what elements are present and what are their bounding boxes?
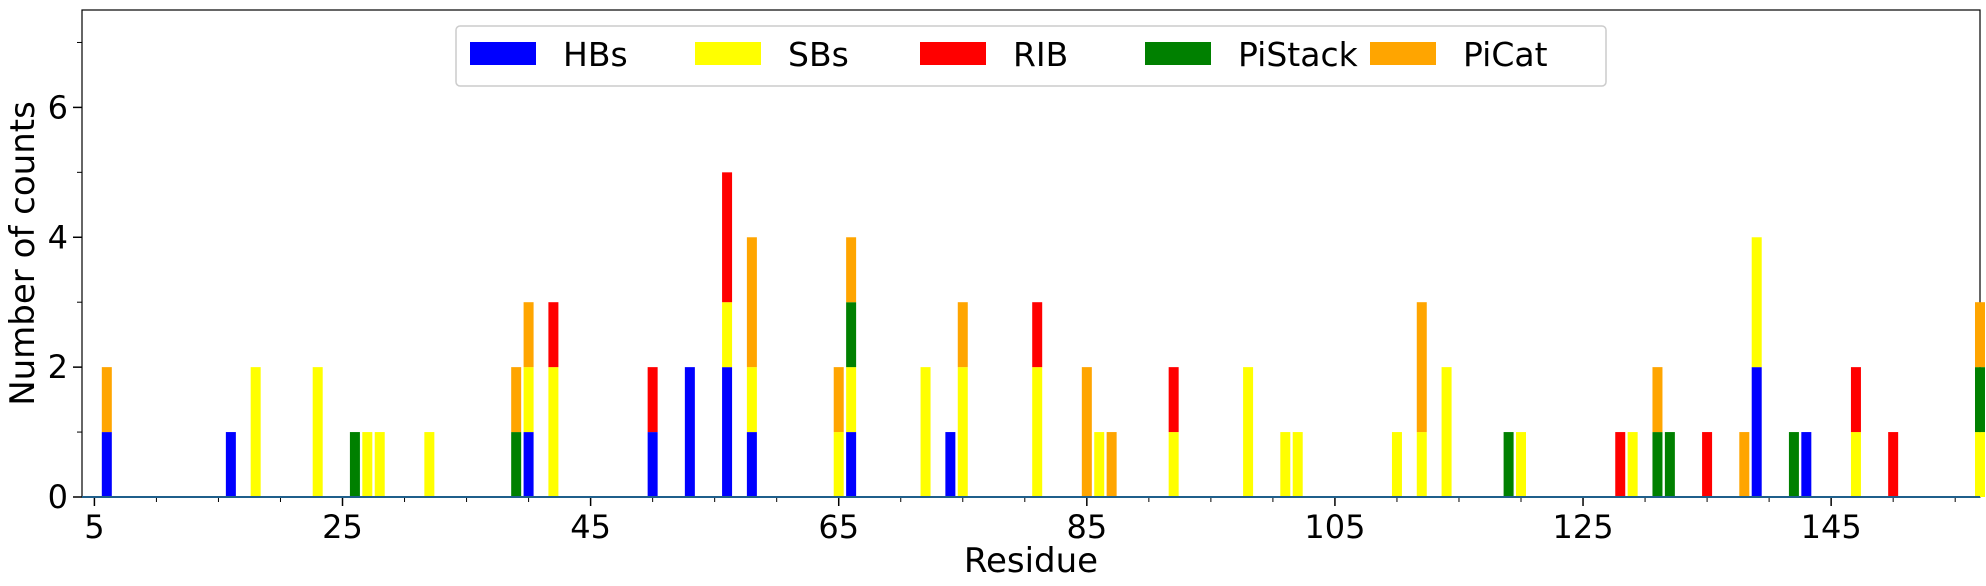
bar-sbs-residue-42	[548, 367, 559, 497]
bar-picat-residue-66	[846, 237, 857, 303]
bar-picat-residue-112	[1416, 302, 1427, 433]
legend-swatch-rib	[920, 42, 986, 65]
x-tick-label-85: 85	[1066, 508, 1107, 546]
legend-box	[455, 25, 1607, 87]
bar-hbs-residue-143	[1801, 432, 1812, 497]
bar-hbs-residue-50	[647, 432, 658, 497]
bar-rib-residue-81	[1032, 302, 1043, 368]
bar-picat-residue-65	[833, 367, 844, 433]
bar-picat-residue-58	[746, 237, 757, 368]
bar-pistack-residue-131	[1652, 432, 1663, 497]
legend-swatch-pistack	[1145, 42, 1211, 65]
bar-pistack-residue-132	[1664, 432, 1675, 497]
y-tick-label-6: 6	[48, 88, 68, 126]
bar-hbs-residue-58	[746, 432, 757, 497]
bar-rib-residue-92	[1168, 367, 1179, 433]
bar-sbs-residue-157	[1975, 432, 1985, 497]
bar-rib-residue-42	[548, 302, 559, 368]
legend-label-pistack: PiStack	[1238, 35, 1359, 74]
bar-sbs-residue-102	[1292, 432, 1303, 497]
bar-sbs-residue-32	[424, 432, 435, 497]
bar-sbs-residue-81	[1032, 367, 1043, 497]
x-tick-label-145: 145	[1801, 508, 1862, 546]
legend-swatch-hbs	[470, 42, 536, 65]
x-axis: 5 25 45 65 85 105 125 145	[84, 497, 1956, 546]
x-tick-label-5: 5	[84, 508, 104, 546]
legend-label-sbs: SBs	[788, 35, 849, 74]
bar-sbs-residue-139	[1751, 237, 1762, 368]
y-axis-label: Number of counts	[3, 101, 43, 406]
y-tick-label-0: 0	[48, 478, 68, 516]
bar-sbs-residue-112	[1416, 432, 1427, 497]
x-tick-label-25: 25	[322, 508, 363, 546]
bar-hbs-residue-6	[101, 432, 112, 497]
y-axis: 0 2 4 6	[48, 41, 82, 516]
bar-pistack-residue-66	[846, 302, 857, 368]
bar-sbs-residue-129	[1627, 432, 1638, 497]
bar-sbs-residue-98	[1243, 367, 1254, 497]
x-tick-label-105: 105	[1304, 508, 1365, 546]
bar-picat-residue-6	[101, 367, 112, 433]
y-tick-label-2: 2	[48, 348, 68, 386]
legend-label-picat: PiCat	[1463, 35, 1548, 74]
x-axis-label: Residue	[964, 541, 1098, 581]
bar-hbs-residue-66	[846, 432, 857, 497]
bar-sbs-residue-23	[312, 367, 323, 497]
bar-hbs-residue-74	[945, 432, 956, 497]
legend: HBs SBs RIB PiStack PiCat	[455, 25, 1607, 87]
bar-sbs-residue-86	[1094, 432, 1105, 497]
legend-label-rib: RIB	[1013, 35, 1068, 74]
legend-swatch-picat	[1370, 42, 1436, 65]
bar-picat-residue-85	[1081, 367, 1092, 497]
bar-sbs-residue-110	[1391, 432, 1402, 497]
bar-hbs-residue-40	[523, 432, 534, 497]
bar-picat-residue-131	[1652, 367, 1663, 433]
bar-rib-residue-147	[1850, 367, 1861, 433]
legend-label-hbs: HBs	[563, 35, 628, 74]
bar-rib-residue-150	[1888, 432, 1899, 497]
bars-group	[101, 172, 1985, 497]
bar-picat-residue-87	[1106, 432, 1117, 497]
bar-pistack-residue-119	[1503, 432, 1514, 497]
legend-swatch-sbs	[695, 42, 761, 65]
bar-sbs-residue-92	[1168, 432, 1179, 497]
bar-sbs-residue-18	[250, 367, 261, 497]
bar-sbs-residue-72	[920, 367, 931, 497]
bar-sbs-residue-65	[833, 432, 844, 497]
x-tick-label-45: 45	[570, 508, 611, 546]
bar-sbs-residue-56	[722, 302, 733, 368]
bar-sbs-residue-120	[1516, 432, 1527, 497]
bar-sbs-residue-40	[523, 367, 534, 433]
bar-sbs-residue-147	[1850, 432, 1861, 497]
bar-sbs-residue-75	[957, 367, 968, 497]
bar-rib-residue-50	[647, 367, 658, 433]
bar-picat-residue-138	[1739, 432, 1750, 497]
bar-picat-residue-157	[1975, 302, 1985, 368]
bar-hbs-residue-53	[684, 367, 695, 497]
x-tick-label-65: 65	[818, 508, 859, 546]
bar-pistack-residue-39	[511, 432, 522, 497]
bar-sbs-residue-28	[374, 432, 385, 497]
bar-rib-residue-135	[1702, 432, 1713, 497]
bar-pistack-residue-26	[349, 432, 360, 497]
bar-picat-residue-40	[523, 302, 534, 368]
bar-pistack-residue-157	[1975, 367, 1985, 433]
bar-rib-residue-56	[722, 172, 733, 303]
bar-sbs-residue-66	[846, 367, 857, 433]
bar-sbs-residue-27	[362, 432, 373, 497]
bar-hbs-residue-56	[722, 367, 733, 497]
bar-sbs-residue-101	[1280, 432, 1291, 497]
x-tick-label-125: 125	[1552, 508, 1613, 546]
y-tick-label-4: 4	[48, 218, 68, 256]
bar-picat-residue-39	[511, 367, 522, 433]
bar-rib-residue-128	[1615, 432, 1626, 497]
bar-sbs-residue-114	[1441, 367, 1452, 497]
bar-hbs-residue-139	[1751, 367, 1762, 497]
bar-sbs-residue-58	[746, 367, 757, 433]
bar-pistack-residue-142	[1788, 432, 1799, 497]
bar-hbs-residue-16	[225, 432, 236, 497]
bar-picat-residue-75	[957, 302, 968, 368]
